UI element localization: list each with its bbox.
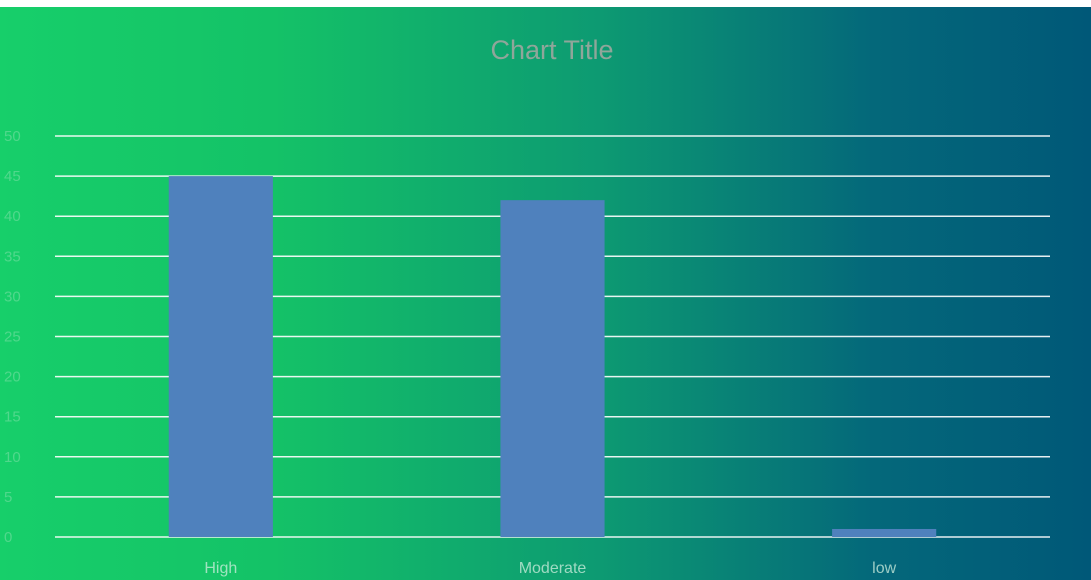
y-tick-label: 10 <box>4 449 21 466</box>
y-tick-label: 20 <box>4 369 21 386</box>
chart-title: Chart Title <box>490 35 613 65</box>
y-tick-label: 5 <box>4 489 12 506</box>
y-tick-label: 0 <box>4 529 12 546</box>
y-tick-label: 30 <box>4 288 21 305</box>
y-tick-label: 25 <box>4 328 21 345</box>
y-tick-label: 15 <box>4 409 21 426</box>
bar <box>832 528 937 537</box>
x-tick-label: low <box>872 560 896 577</box>
y-tick-label: 35 <box>4 248 21 265</box>
x-tick-label: Moderate <box>519 560 587 577</box>
bar <box>168 176 273 537</box>
x-tick-label: High <box>204 560 237 577</box>
y-tick-label: 45 <box>4 168 21 185</box>
y-tick-label: 40 <box>4 208 21 225</box>
y-tick-label: 50 <box>4 128 21 145</box>
bar <box>500 200 605 537</box>
